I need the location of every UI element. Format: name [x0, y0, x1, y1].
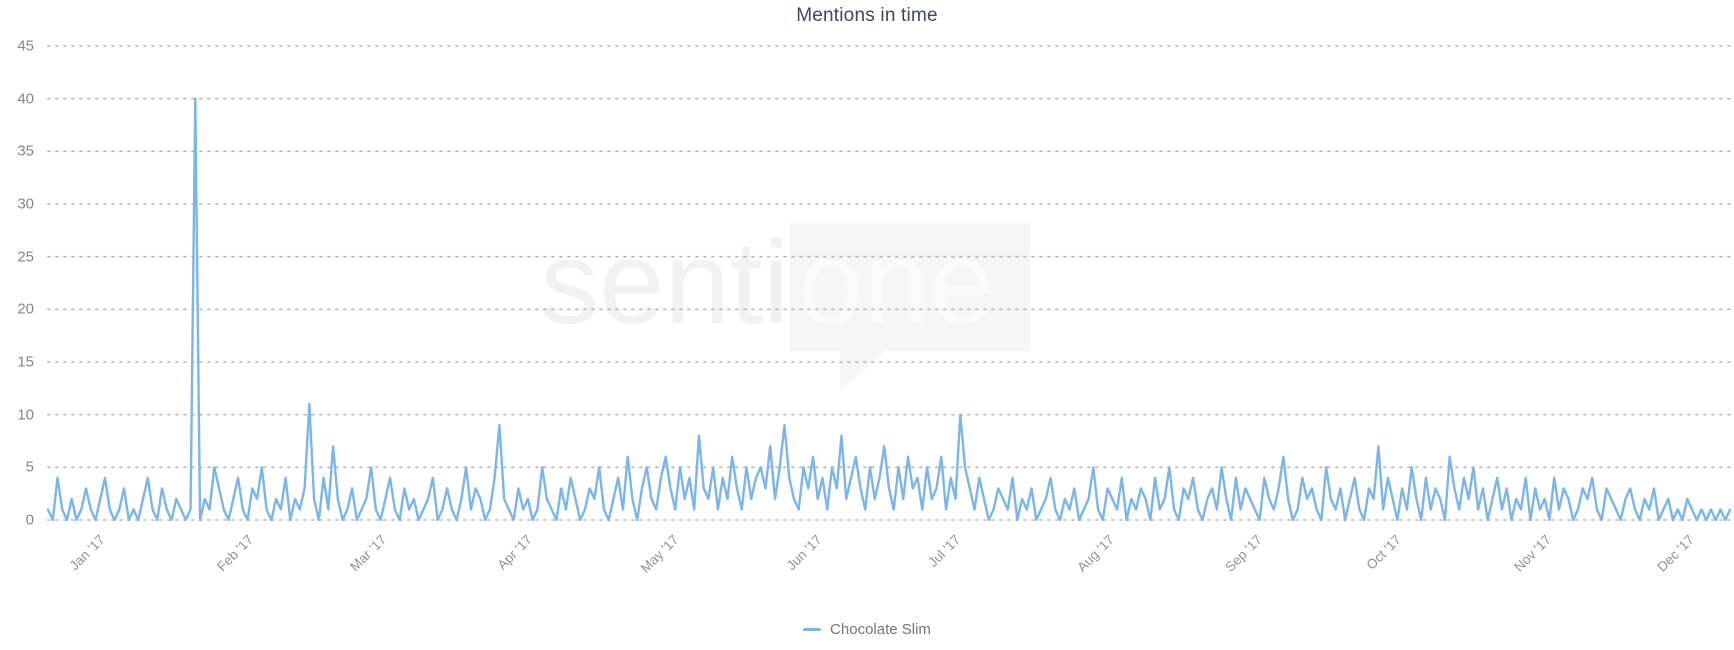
y-axis-tick-label: 35	[17, 142, 34, 160]
y-axis-tick-label: 40	[17, 90, 34, 108]
y-axis-tick-label: 45	[17, 37, 34, 55]
legend-item-label: Chocolate Slim	[830, 621, 931, 638]
y-axis-tick-label: 5	[25, 458, 34, 476]
y-axis-tick-label: 30	[17, 195, 34, 213]
y-axis-tick-label: 25	[17, 248, 34, 266]
y-axis-tick-label: 20	[17, 300, 34, 318]
y-axis-tick-label: 15	[17, 353, 34, 371]
chart-legend: Chocolate Slim	[0, 621, 1734, 638]
y-axis-tick-label: 10	[17, 406, 34, 424]
series-line-chocolate-slim	[46, 97, 1732, 522]
y-axis-tick-label: 0	[25, 511, 34, 529]
legend-line-icon	[803, 628, 822, 631]
chart-title: Mentions in time	[796, 5, 938, 26]
legend-item-chocolate-slim[interactable]: Chocolate Slim	[803, 621, 931, 638]
gridlines	[47, 45, 1731, 521]
